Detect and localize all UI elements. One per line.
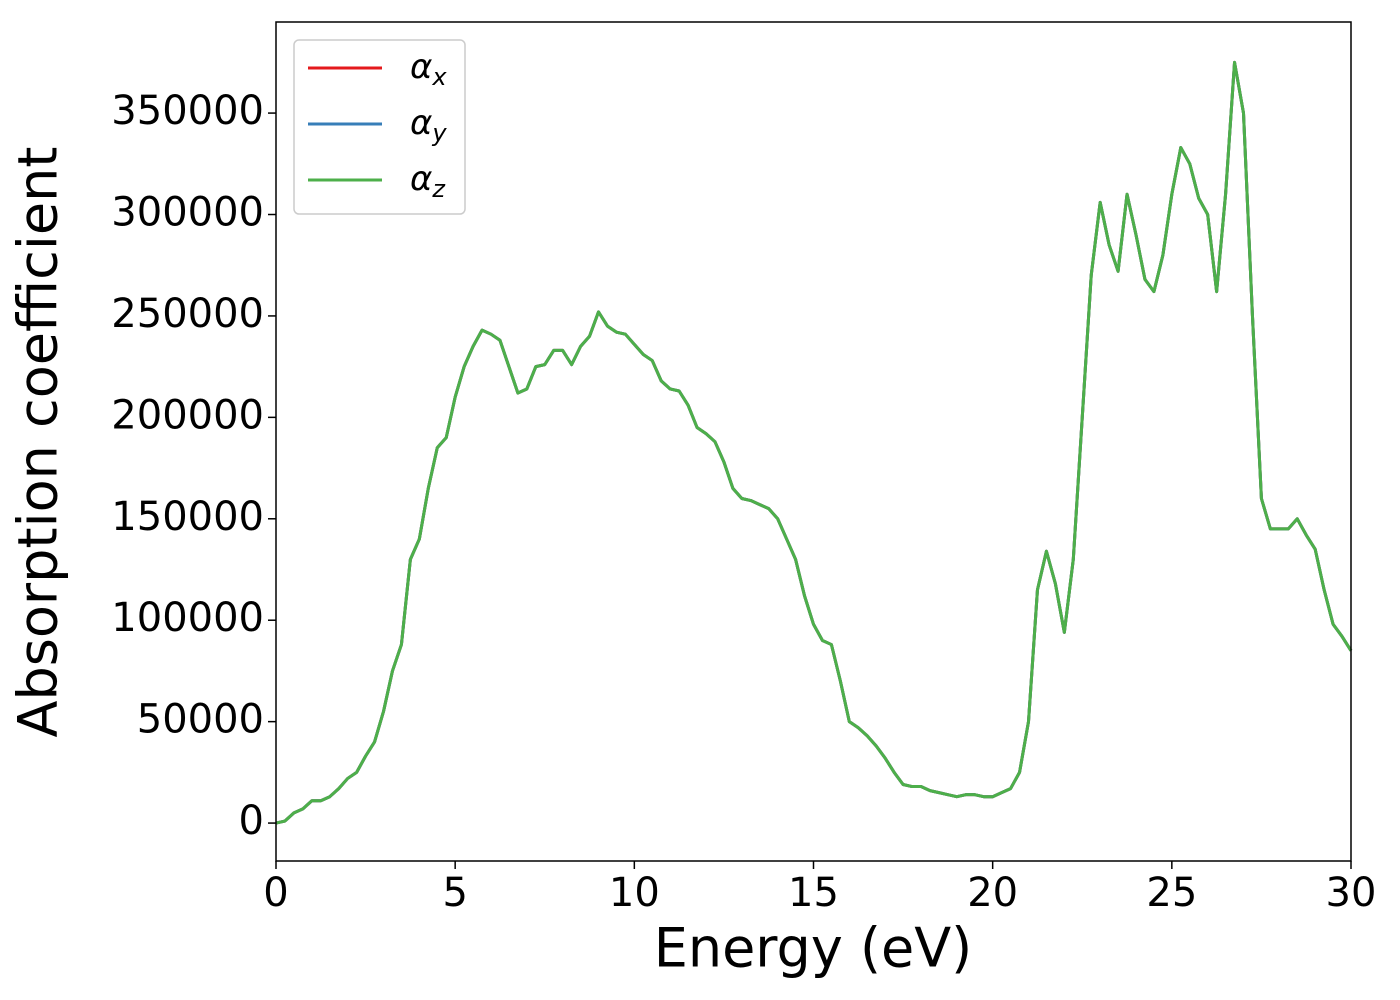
y-tick-label: 50000 <box>137 697 264 743</box>
x-axis-label: Energy (eV) <box>654 917 973 980</box>
y-tick-label: 300000 <box>111 190 264 236</box>
x-tick-label: 5 <box>442 870 467 916</box>
plot-frame <box>275 21 1352 862</box>
legend-label: αy <box>410 103 447 148</box>
y-tick-label: 200000 <box>111 392 264 438</box>
y-tick-label: 250000 <box>111 291 264 337</box>
y-tick-label: 150000 <box>111 494 264 540</box>
data-line <box>275 60 1353 825</box>
x-tick-label: 10 <box>609 870 660 916</box>
y-tick-label: 0 <box>239 798 264 844</box>
x-tick-label: 0 <box>263 870 288 916</box>
y-axis-label: Absorption coefficient <box>7 147 70 738</box>
y-tick-label: 350000 <box>111 88 264 134</box>
legend-box <box>293 39 466 215</box>
x-tick-label: 20 <box>967 870 1018 916</box>
x-tick-label: 25 <box>1146 870 1197 916</box>
x-tick-label: 30 <box>1326 870 1377 916</box>
legend-label: αx <box>410 47 447 92</box>
legend-label: αz <box>410 159 446 204</box>
legend: αx αy αz <box>293 39 466 215</box>
x-tick-label: 15 <box>788 870 839 916</box>
y-tick-label: 100000 <box>111 595 264 641</box>
